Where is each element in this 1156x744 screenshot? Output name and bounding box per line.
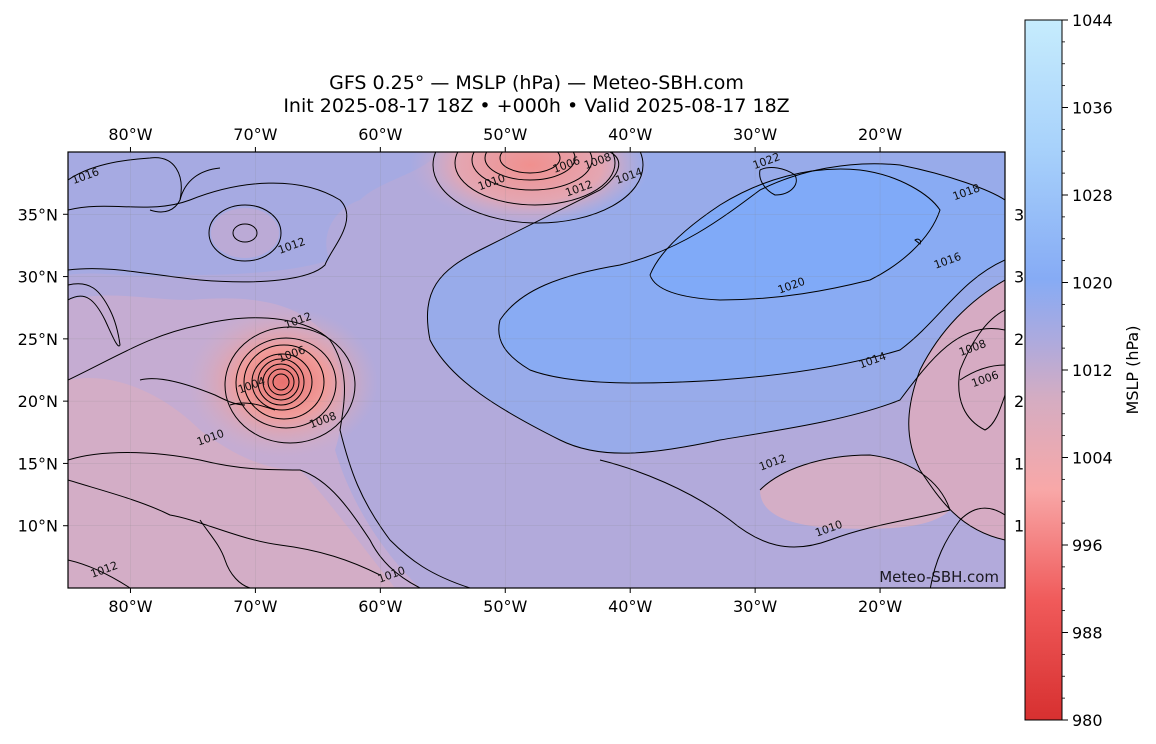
lon-label-bottom: 20°W — [858, 597, 902, 616]
lon-label-top: 70°W — [233, 125, 277, 144]
lon-label-bottom: 80°W — [108, 597, 152, 616]
lon-label-bottom: 60°W — [358, 597, 402, 616]
map-frame — [67, 151, 1006, 589]
colorbar-fill — [1025, 20, 1062, 720]
lat-label-left: 15°N — [18, 454, 58, 473]
lon-label-bottom: 30°W — [733, 597, 777, 616]
hurricane-low — [188, 307, 378, 457]
colorbar-tick-label: 980 — [1072, 711, 1103, 730]
lat-label-right: 2 — [1014, 330, 1024, 349]
lat-label-left: 10°N — [18, 517, 58, 536]
lat-label-left: 35°N — [18, 205, 58, 224]
colorbar: 980 988 996 1004 1012 1020 1028 1036 1044 MSLP (… — [1024, 11, 1142, 730]
map-title: GFS 0.25° — MSLP (hPa) — Meteo-SBH.com I… — [68, 72, 1005, 118]
lat-label-right: 2 — [1014, 392, 1024, 411]
gridlines — [68, 152, 1005, 588]
lon-label-bottom: 40°W — [608, 597, 652, 616]
lat-label-left: 30°N — [18, 268, 58, 287]
colorbar-tick-label: 1028 — [1072, 186, 1113, 205]
colorbar-tick-label: 1036 — [1072, 99, 1113, 118]
colorbar-tick-label: 1004 — [1072, 449, 1113, 468]
region-africa-low — [908, 280, 1005, 540]
north-low — [410, 152, 650, 225]
lon-label-top: 30°W — [733, 125, 777, 144]
lat-label-right: 3 — [1014, 205, 1024, 224]
isobars — [68, 152, 1005, 588]
title-line-2: Init 2025-08-17 18Z • +000h • Valid 2025… — [283, 95, 790, 117]
colorbar-tick-label: 988 — [1072, 624, 1103, 643]
colorbar-tick-label: 1020 — [1072, 274, 1113, 293]
colorbar-ticks: 980 988 996 1004 1012 1020 1028 1036 1044 — [1062, 11, 1113, 730]
region-east-atlantic-low — [760, 455, 950, 529]
colorbar-label: MSLP (hPa) — [1123, 326, 1142, 415]
lon-label-bottom: 70°W — [233, 597, 277, 616]
lat-label-left: 25°N — [18, 330, 58, 349]
colorbar-tick-label: 1012 — [1072, 361, 1113, 380]
lat-label-right: 1 — [1014, 517, 1024, 536]
lon-label-top: 40°W — [608, 125, 652, 144]
region-caribbean-low — [68, 378, 395, 588]
region-high-1020 — [650, 169, 940, 300]
bermuda-low — [211, 208, 279, 258]
lon-label-top: 80°W — [108, 125, 152, 144]
colorbar-tick-label: 1044 — [1072, 11, 1113, 30]
lat-label-right: 1 — [1014, 454, 1024, 473]
lat-label-left: 20°N — [18, 392, 58, 411]
lat-label-right: 3 — [1014, 268, 1024, 287]
lon-label-top: 60°W — [358, 125, 402, 144]
lon-label-bottom: 50°W — [483, 597, 527, 616]
title-line-1: GFS 0.25° — MSLP (hPa) — Meteo-SBH.com — [329, 72, 744, 94]
watermark: Meteo-SBH.com — [879, 568, 999, 586]
lon-label-top: 20°W — [858, 125, 902, 144]
lon-label-top: 50°W — [483, 125, 527, 144]
axis-ticks: 80°W 80°W 70°W 70°W 60°W 60°W 50°W 50°W 40°W 40°W… — [18, 125, 1025, 616]
colorbar-tick-label: 996 — [1072, 536, 1103, 555]
